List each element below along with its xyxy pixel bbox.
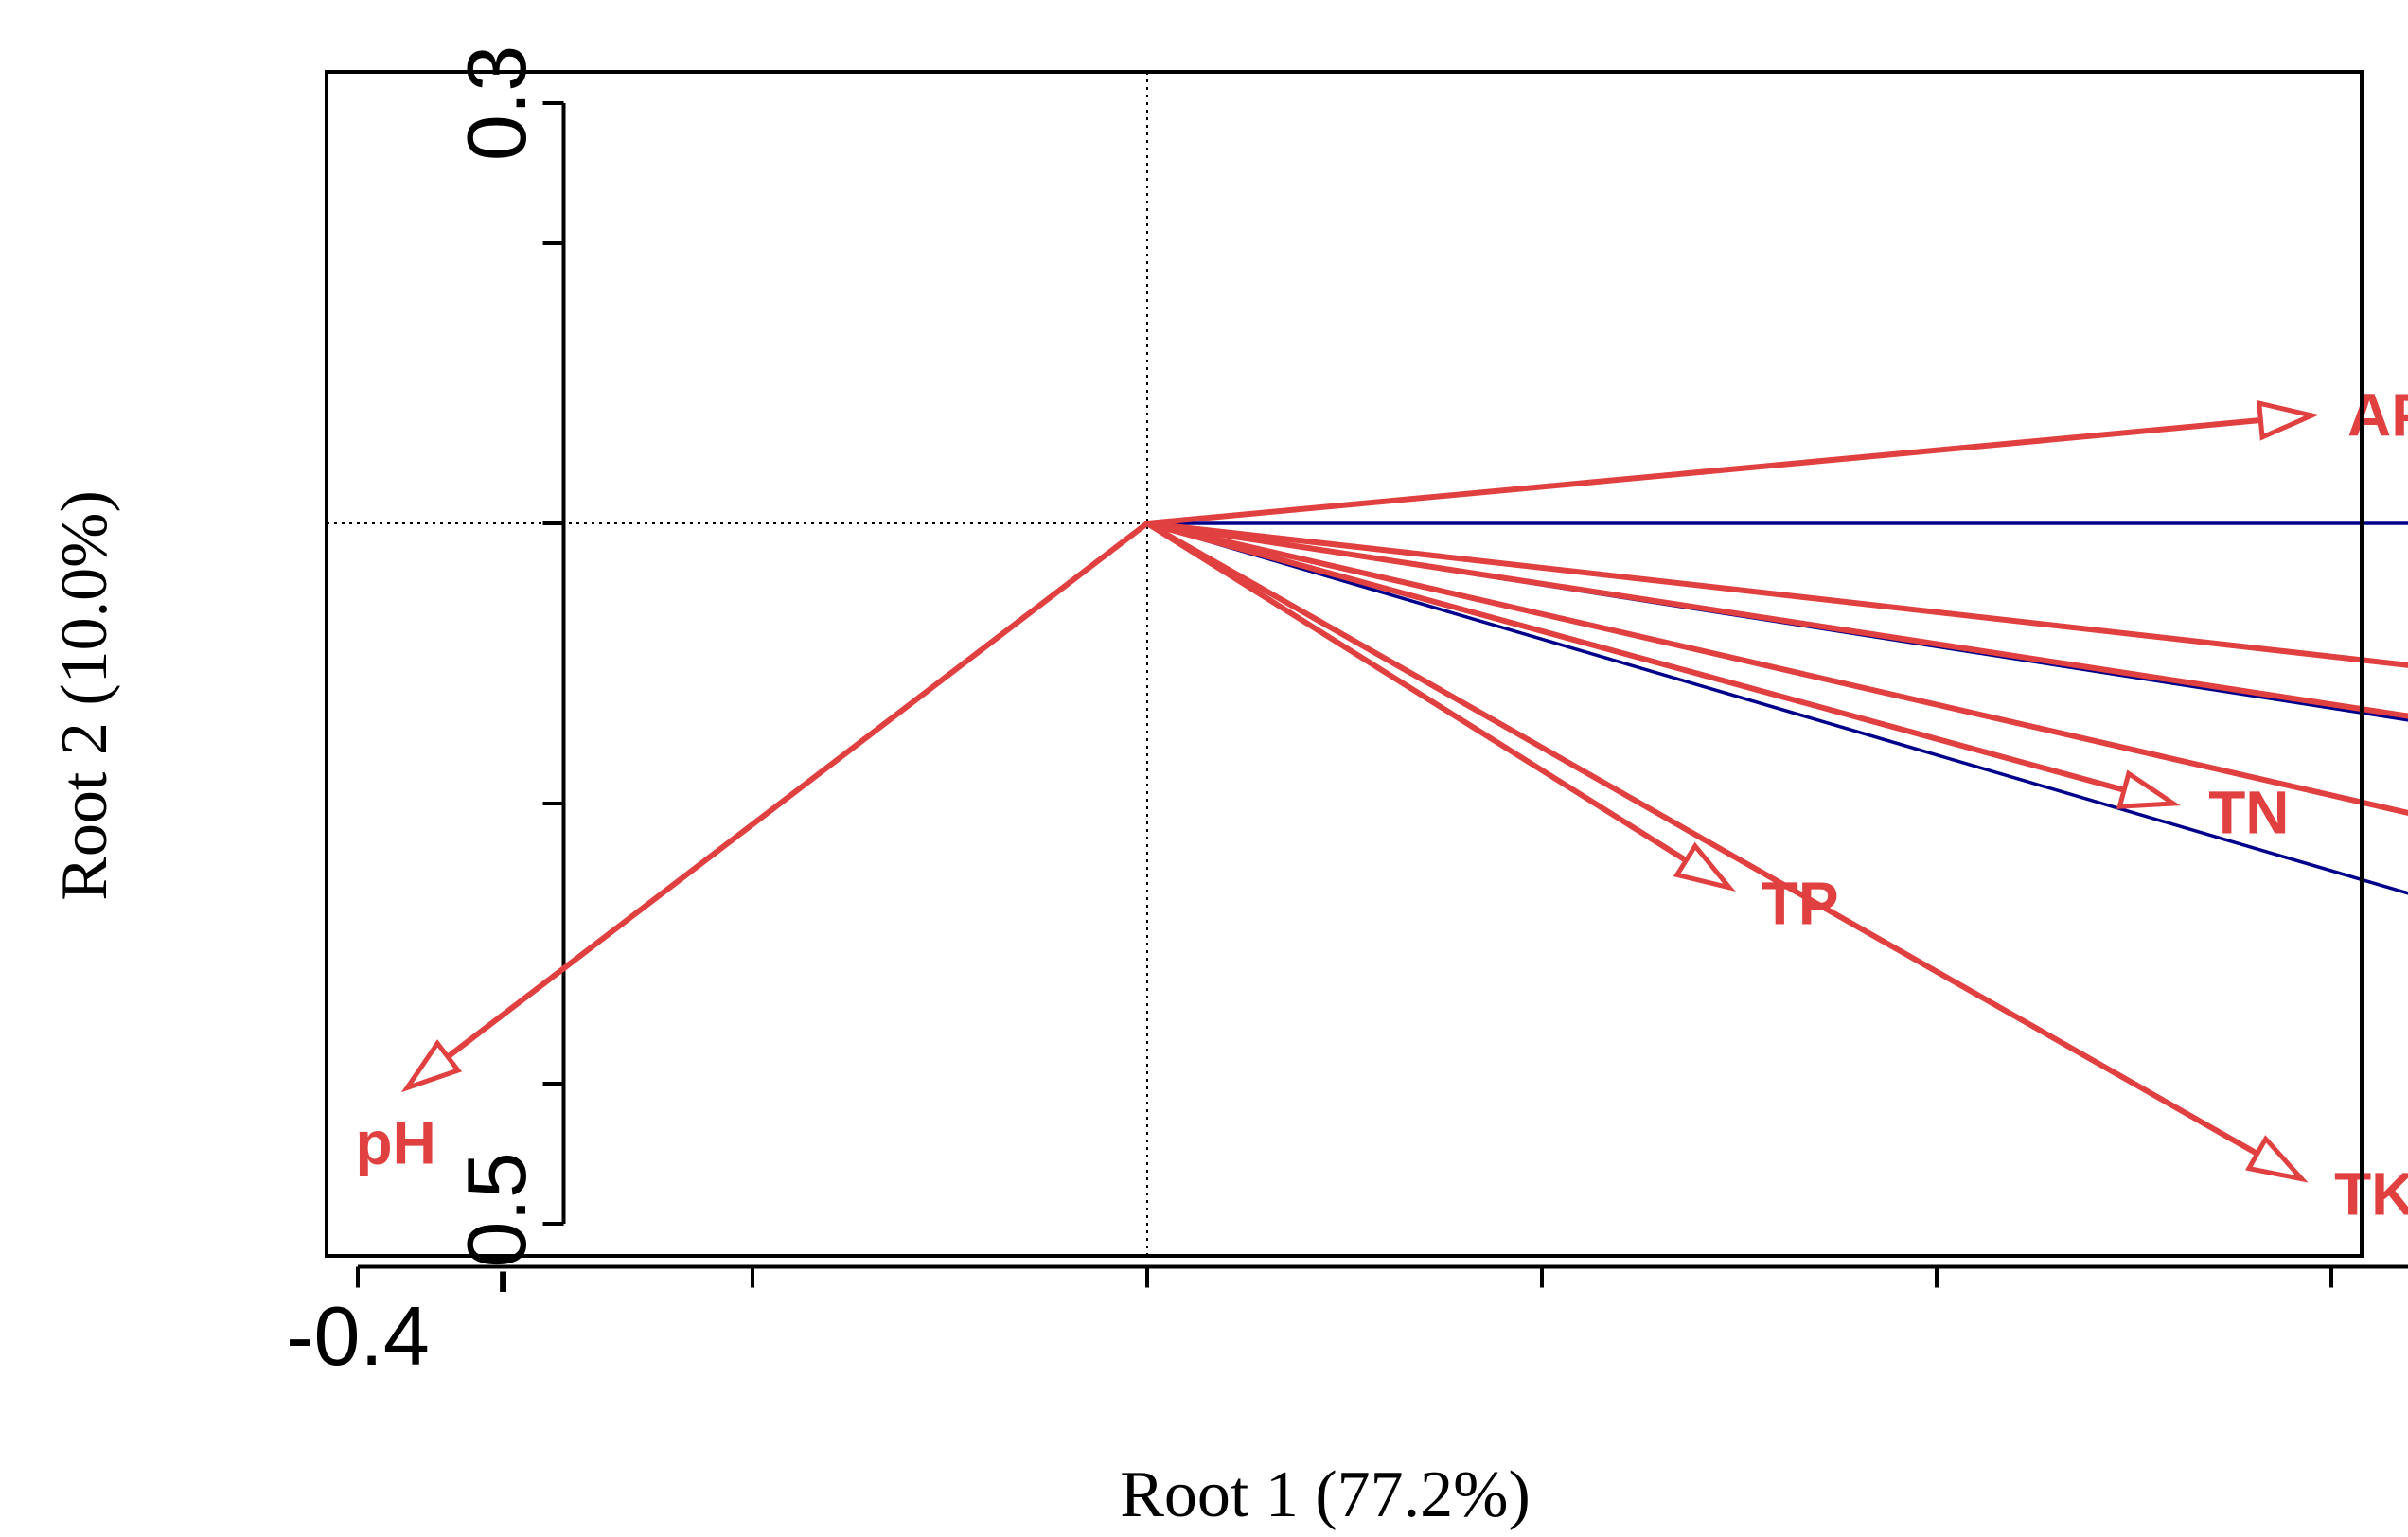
resp-arrow-s [1146, 521, 2408, 895]
env-arrow-head [1673, 841, 1736, 892]
env-arrow-shaft [1144, 521, 2128, 793]
env-arrow-shaft [1144, 521, 2408, 816]
env-label-ph: pH [355, 1108, 435, 1176]
env-arrow-ph [400, 521, 1150, 1093]
resp-arrow-mbc [1147, 521, 2408, 525]
y-tick-label: -0.5 [450, 1152, 543, 1296]
resp-arrow-shaft [1146, 521, 2408, 895]
env-arrow-head [2256, 399, 2320, 441]
vectors [400, 399, 2408, 1183]
env-label-tk: TK [2334, 1159, 2408, 1228]
plot-frame [325, 70, 2364, 1258]
env-arrow-an [1144, 521, 2408, 668]
vector-labels: MBCNSAPANSOMTNAKTPTKpH [355, 380, 2408, 1228]
env-arrow-ap [1144, 399, 2320, 526]
env-arrow-shaft [1144, 521, 2408, 668]
env-arrow-shaft [1144, 417, 2264, 526]
env-label-ap: AP [2347, 380, 2408, 449]
env-arrow-shaft [1144, 521, 1690, 864]
y-axis-title: Root 2 (10.0%) [48, 490, 121, 901]
y-tick-label: 0.3 [450, 45, 543, 161]
env-arrow-head [400, 1039, 463, 1093]
x-tick-label: -0.4 [286, 1289, 430, 1383]
x-axis-title: Root 1 (77.2%) [1120, 1458, 1531, 1531]
env-arrow-tp [1144, 521, 1736, 892]
env-arrow-head [2244, 1135, 2309, 1183]
env-label-tp: TP [1762, 870, 1839, 938]
env-arrow-tn [1144, 521, 2181, 809]
axes: -0.41.00.3-0.5 [286, 45, 2408, 1383]
env-arrow-head [2116, 769, 2181, 809]
env-arrow-ak [1144, 521, 2408, 816]
env-arrow-shaft [1144, 521, 2408, 719]
env-label-tn: TN [2208, 778, 2289, 846]
env-arrow-tk [1144, 521, 2309, 1183]
env-arrow-som [1144, 521, 2408, 719]
env-arrow-shaft [445, 521, 1150, 1060]
env-arrow-shaft [1144, 521, 2260, 1157]
